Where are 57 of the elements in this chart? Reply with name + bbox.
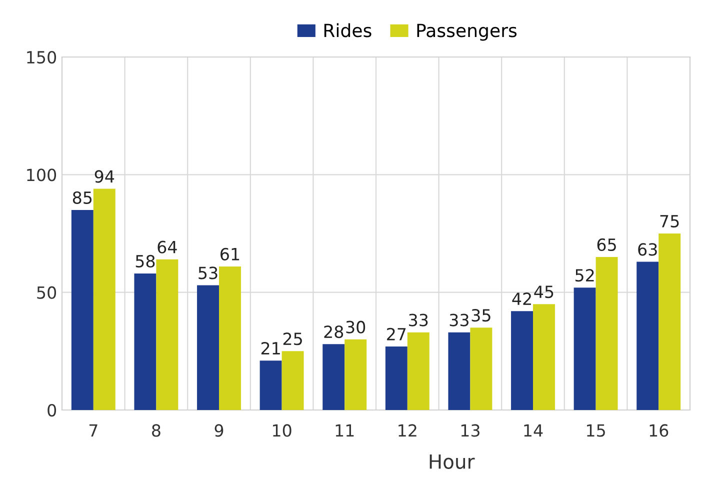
data-label: 85 (72, 191, 92, 204)
bar (511, 311, 533, 410)
bar (282, 351, 304, 410)
y-tick-label: 100 (27, 168, 56, 182)
data-label: 21 (261, 342, 280, 354)
data-label: 25 (283, 332, 302, 346)
legend-label: Rides (324, 23, 372, 38)
bar (134, 274, 156, 410)
bar (596, 257, 618, 410)
bar (93, 188, 116, 410)
bar (470, 328, 492, 410)
data-label: 58 (136, 254, 155, 268)
data-label: 61 (220, 248, 240, 260)
data-label: 42 (512, 292, 531, 305)
data-label: 52 (575, 269, 594, 282)
data-label: 53 (198, 266, 218, 280)
x-tick-label: 9 (214, 424, 224, 437)
bar (636, 262, 659, 410)
data-label: 45 (534, 286, 554, 298)
x-tick-label: 13 (461, 424, 480, 437)
data-label: 28 (324, 325, 344, 338)
bar (658, 234, 681, 410)
data-label: 94 (94, 170, 114, 183)
data-label: 63 (638, 243, 657, 256)
y-tick-label: 0 (48, 404, 56, 417)
x-tick-label: 15 (587, 424, 605, 437)
x-tick-label: 10 (273, 424, 292, 437)
bar (156, 259, 178, 410)
y-tick-label: 50 (37, 286, 56, 299)
data-label: 33 (409, 314, 428, 326)
x-tick-label: 12 (398, 424, 416, 437)
bar (407, 332, 430, 410)
x-tick-label: 16 (650, 424, 668, 437)
data-label: 27 (387, 328, 406, 340)
data-label: 75 (660, 215, 679, 228)
bar (71, 210, 94, 410)
bar (385, 346, 408, 410)
x-tick-label: 14 (524, 424, 543, 437)
bar (448, 332, 470, 410)
x-tick-label: 8 (152, 424, 160, 437)
data-label: 65 (597, 238, 616, 252)
x-tick-label: 11 (336, 424, 354, 437)
bar (322, 344, 345, 410)
x-tick-label: 7 (89, 424, 98, 437)
bar (533, 304, 555, 410)
data-label: 30 (346, 320, 366, 334)
data-label: 64 (158, 240, 177, 254)
y-tick-label: 150 (27, 50, 56, 64)
bar (574, 288, 596, 410)
legend-label: Passengers (417, 24, 517, 41)
bar (197, 285, 219, 410)
data-label: 33 (450, 314, 468, 326)
bar (219, 266, 241, 410)
data-label: 35 (472, 309, 490, 322)
bar (344, 339, 367, 410)
bar (260, 360, 282, 410)
x-axis-title: Hour (430, 454, 475, 469)
